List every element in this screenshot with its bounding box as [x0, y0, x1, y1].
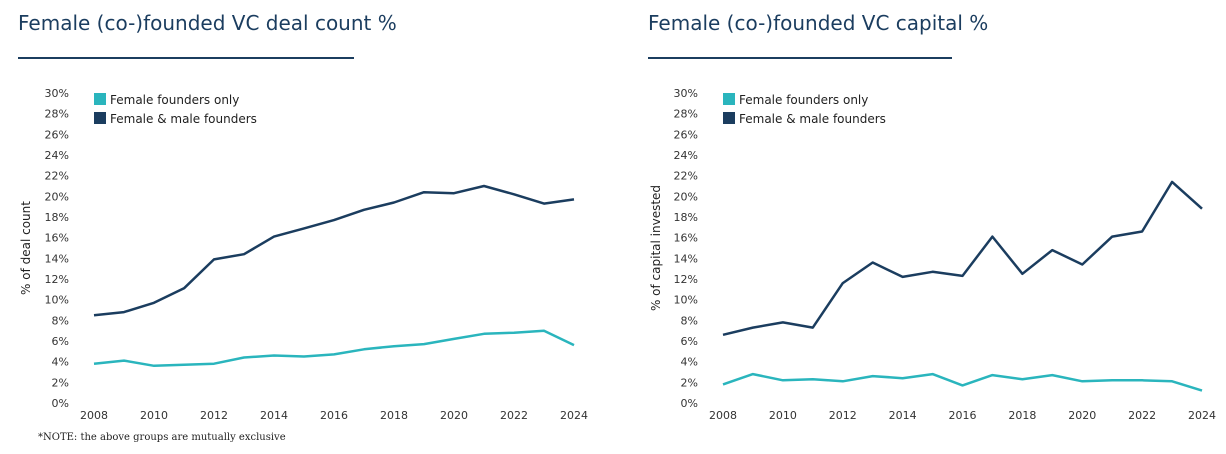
y-tick-label: 30% [45, 87, 69, 100]
x-tick-label: 2012 [829, 409, 857, 422]
y-tick-label: 24% [45, 149, 69, 162]
series-line-female-and-male [93, 184, 575, 317]
series-line-female-only [93, 329, 575, 368]
y-tick-label: 22% [45, 170, 69, 183]
y-tick-label: 28% [674, 108, 698, 121]
chart-title: Female (co-)founded VC capital % [648, 11, 989, 35]
y-tick-label: 4% [681, 356, 698, 369]
legend-label: Female founders only [110, 93, 239, 107]
x-tick-label: 2018 [380, 409, 408, 422]
x-tick-label: 2020 [440, 409, 468, 422]
y-tick-label: 22% [674, 170, 698, 183]
y-tick-label: 16% [674, 232, 698, 245]
x-tick-label: 2016 [949, 409, 977, 422]
x-tick-label: 2008 [709, 409, 737, 422]
y-tick-label: 14% [674, 252, 698, 265]
y-tick-label: 0% [52, 397, 69, 410]
y-tick-label: 26% [45, 128, 69, 141]
y-tick-label: 4% [52, 356, 69, 369]
legend-swatch [723, 112, 735, 124]
title-rule [18, 57, 354, 59]
y-tick-label: 28% [45, 108, 69, 121]
y-tick-label: 12% [674, 273, 698, 286]
x-tick-label: 2024 [560, 409, 588, 422]
x-tick-label: 2016 [320, 409, 348, 422]
y-tick-label: 20% [674, 190, 698, 203]
y-tick-label: 10% [674, 294, 698, 307]
deal-count-chart: % of deal count 0% 2% 4% 6% 8% 10% 12% 14% 16% 18%… [19, 87, 588, 422]
x-tick-label: 2024 [1188, 409, 1216, 422]
y-tick-label: 10% [45, 294, 69, 307]
y-tick-label: 8% [52, 314, 69, 327]
y-tick-label: 6% [52, 335, 69, 348]
y-tick-label: 0% [681, 397, 698, 410]
series-line-female-only [722, 372, 1203, 392]
x-tick-label: 2020 [1068, 409, 1096, 422]
deal-count-panel: Female (co-)founded VC deal count % % of… [0, 0, 600, 454]
y-tick-label: 12% [45, 273, 69, 286]
x-tick-label: 2010 [140, 409, 168, 422]
y-tick-label: 18% [45, 211, 69, 224]
footnote: *NOTE: the above groups are mutually exc… [38, 432, 286, 443]
y-tick-label: 18% [674, 211, 698, 224]
legend-swatch [94, 93, 106, 105]
y-tick-label: 24% [674, 149, 698, 162]
y-axis-label: % of deal count [19, 201, 33, 295]
legend-label: Female founders only [739, 93, 868, 107]
x-tick-label: 2012 [200, 409, 228, 422]
x-tick-label: 2014 [889, 409, 917, 422]
legend-swatch [723, 93, 735, 105]
x-tick-label: 2010 [769, 409, 797, 422]
capital-chart: % of capital invested 0% 2% 4% 6% 8% 10% 12% 14%… [649, 87, 1216, 422]
y-tick-label: 6% [681, 335, 698, 348]
x-tick-label: 2022 [500, 409, 528, 422]
y-tick-label: 14% [45, 252, 69, 265]
y-tick-label: 30% [674, 87, 698, 100]
legend-swatch [94, 112, 106, 124]
legend-label: Female & male founders [110, 112, 257, 126]
y-tick-label: 2% [681, 376, 698, 389]
capital-panel: Female (co-)founded VC capital % % of ca… [630, 0, 1226, 454]
y-tick-label: 26% [674, 128, 698, 141]
y-tick-label: 2% [52, 376, 69, 389]
y-axis-label: % of capital invested [649, 185, 663, 311]
chart-title: Female (co-)founded VC deal count % [18, 11, 397, 35]
x-tick-label: 2022 [1128, 409, 1156, 422]
x-tick-label: 2008 [80, 409, 108, 422]
y-tick-label: 20% [45, 190, 69, 203]
series-line-female-and-male [722, 180, 1203, 337]
x-tick-label: 2018 [1008, 409, 1036, 422]
legend-label: Female & male founders [739, 112, 886, 126]
y-tick-label: 8% [681, 314, 698, 327]
y-tick-label: 16% [45, 232, 69, 245]
title-rule [648, 57, 952, 59]
x-tick-label: 2014 [260, 409, 288, 422]
